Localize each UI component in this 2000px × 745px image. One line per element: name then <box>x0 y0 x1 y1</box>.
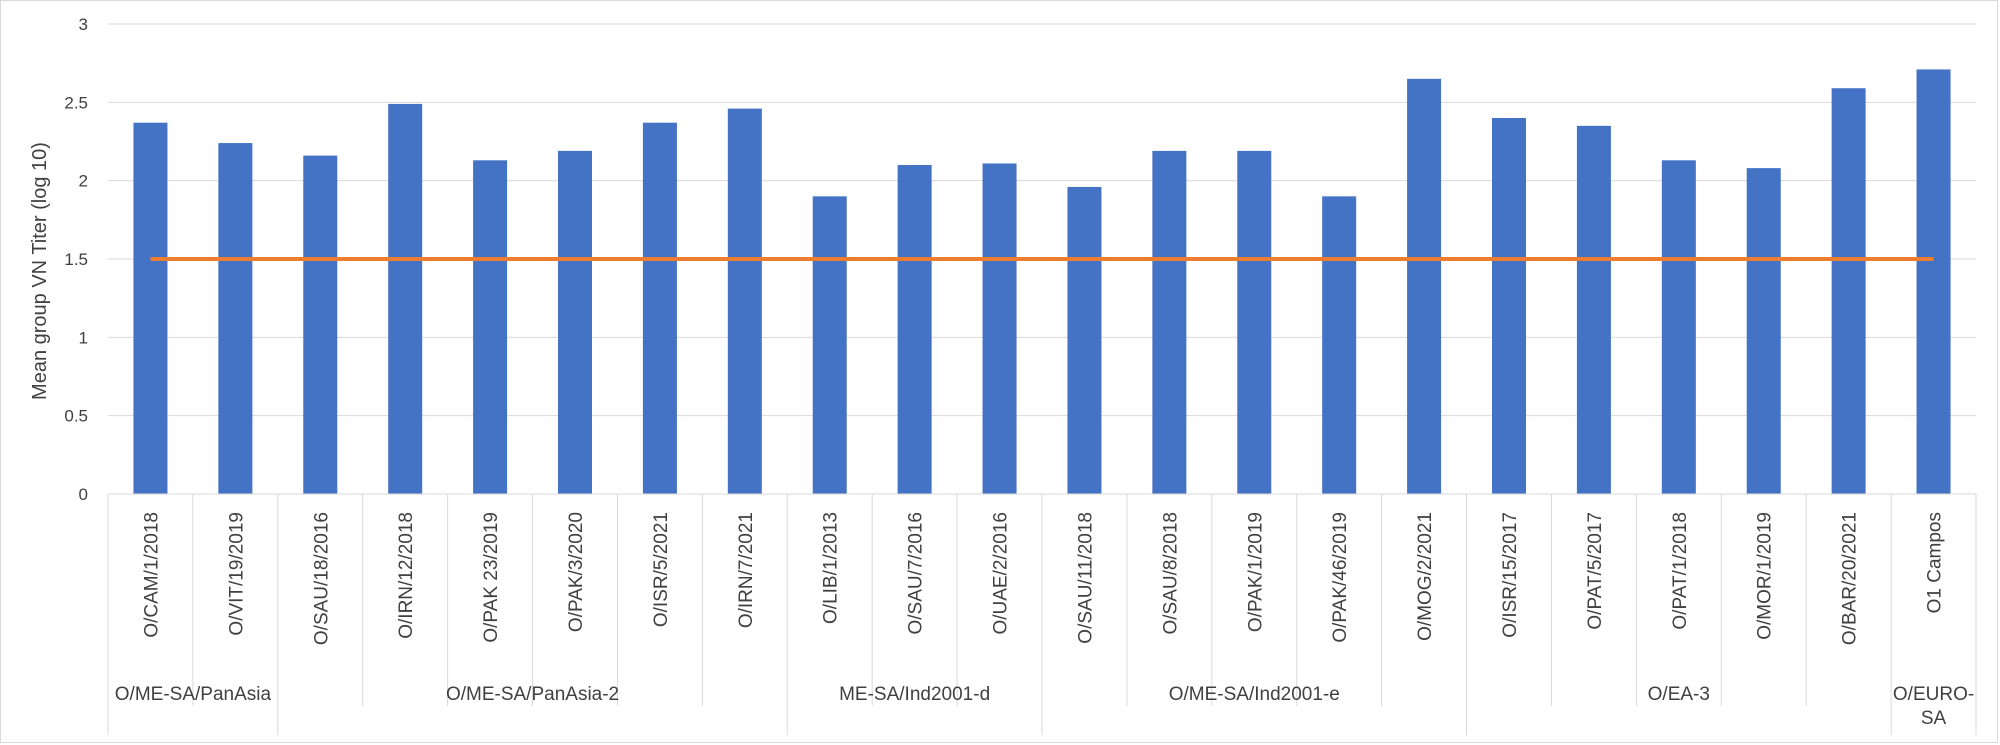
x-tick-label: O/MOR/1/2019 <box>1755 512 1776 640</box>
bar <box>1916 69 1951 494</box>
x-tick-label: O/LIB/1/2013 <box>821 512 842 624</box>
category-labels: O/CAM/1/2018 O/VIT/19/2019 O/SAU/18/2016 O/… <box>141 512 1945 645</box>
group-labels: O/ME-SA/PanAsia O/ME-SA/PanAsia-2 ME-SA/In… <box>115 684 1974 729</box>
x-tick-label: O/IRN/12/2018 <box>396 512 417 639</box>
x-tick-label: O/PAK/1/2019 <box>1245 512 1266 632</box>
y-tick-labels: 0 0.5 1 1.5 2 2.5 3 <box>64 15 88 504</box>
bars <box>133 69 1951 495</box>
x-tick-label: O/ISR/15/2017 <box>1500 512 1521 638</box>
bar <box>1407 78 1442 494</box>
y-tick-label: 2.5 <box>64 93 88 112</box>
y-tick-label: 3 <box>79 15 88 34</box>
x-tick-label: O/BAR/20/2021 <box>1840 512 1861 645</box>
y-tick-label: 0 <box>79 485 88 504</box>
bar <box>1746 168 1781 494</box>
y-axis-label: Mean group VN Titer (log 10) <box>29 142 51 400</box>
bar <box>1831 88 1866 494</box>
y-tick-label: 1.5 <box>64 250 88 269</box>
x-tick-label: O/PAT/1/2018 <box>1670 512 1691 630</box>
group-label: O/EURO-SA <box>1893 684 1974 729</box>
bar <box>218 143 253 495</box>
x-tick-label: O/MOG/2/2021 <box>1415 512 1436 641</box>
bar <box>1576 125 1611 494</box>
bar <box>1492 118 1526 494</box>
bar <box>473 160 508 495</box>
x-tick-label: O/PAK/3/2020 <box>566 512 587 632</box>
bar <box>303 155 338 494</box>
y-tick-label: 2 <box>79 172 88 191</box>
bar <box>388 103 423 495</box>
bar <box>812 196 847 495</box>
x-tick-label: O/PAK/46/2019 <box>1330 512 1351 643</box>
x-tick-label: O1 Campos <box>1925 512 1946 613</box>
axes <box>107 493 1977 735</box>
bar <box>133 122 168 494</box>
x-tick-label: O/CAM/1/2018 <box>141 512 162 638</box>
x-tick-label: O/UAE/2/2016 <box>991 512 1012 635</box>
x-tick-label: O/VIT/19/2019 <box>226 512 247 636</box>
bar <box>727 108 762 494</box>
x-tick-label: O/PAT/5/2017 <box>1585 512 1606 630</box>
y-tick-label: 0.5 <box>64 407 88 426</box>
bar <box>982 163 1017 494</box>
group-label: O/ME-SA/PanAsia-2 <box>446 684 619 705</box>
group-label: O/ME-SA/PanAsia <box>115 684 272 705</box>
x-tick-label: O/PAK 23/2019 <box>481 512 502 643</box>
bar <box>642 122 677 494</box>
bar <box>558 150 592 494</box>
x-tick-label: O/SAU/11/2018 <box>1075 512 1096 644</box>
bar <box>1661 160 1696 495</box>
bar <box>1237 150 1272 494</box>
bar <box>1152 150 1187 494</box>
group-label: O/EA-3 <box>1648 684 1710 705</box>
x-tick-label: O/ISR/5/2021 <box>651 512 672 627</box>
y-tick-label: 1 <box>79 328 88 347</box>
x-tick-label: O/SAU/7/2016 <box>906 512 927 635</box>
bar <box>1067 186 1102 494</box>
x-tick-label: O/SAU/18/2016 <box>311 512 332 645</box>
x-tick-label: O/SAU/8/2018 <box>1160 512 1181 635</box>
bar <box>1322 196 1357 495</box>
group-label: O/ME-SA/Ind2001-e <box>1169 684 1340 705</box>
x-tick-label: O/IRN/7/2021 <box>736 512 757 628</box>
group-label: ME-SA/Ind2001-d <box>839 684 990 705</box>
bar <box>897 165 932 494</box>
